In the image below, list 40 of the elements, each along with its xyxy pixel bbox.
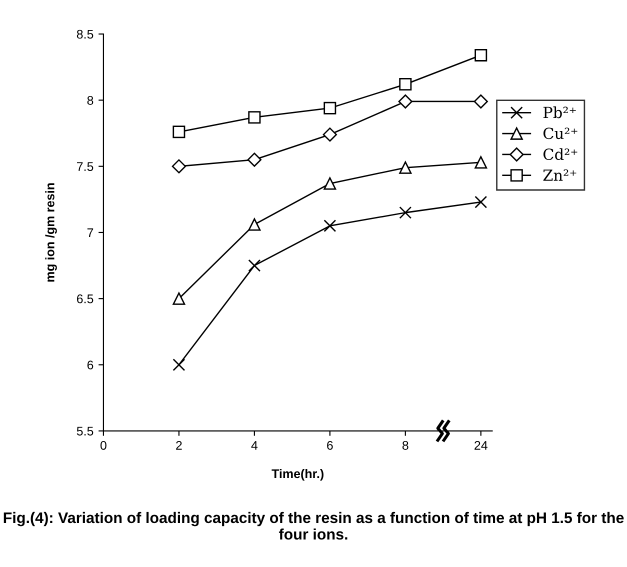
y-tick-label: 7.5 [77,162,94,171]
point [474,156,488,169]
legend-label: Cd²⁺ [543,148,578,160]
y-axis-title: mg ion /gm resin [45,183,57,282]
x-tick-label: 4 [251,441,258,450]
point [399,78,412,91]
point [324,220,336,232]
y-tick-label: 8.5 [76,30,94,39]
point [248,259,261,272]
point [399,161,412,174]
point [172,126,186,138]
y-tick-label: 5.5 [76,426,94,436]
point [322,127,337,142]
point [247,152,262,167]
point [172,159,186,174]
y-tick-label: 7 [87,228,94,237]
x-tick-label: 24 [474,440,488,450]
y-tick-label: 6.5 [76,294,94,304]
point [172,358,186,372]
y-tick-label: 6 [87,360,94,370]
point [399,206,412,219]
point [172,292,186,305]
point [474,48,488,62]
point [474,196,488,208]
y-tick-label: 8 [87,96,94,105]
point [248,111,261,124]
x-tick-label: 2 [176,440,182,450]
point [248,218,261,231]
point [324,102,336,114]
point [324,177,336,190]
x-tick-label: 0 [100,440,106,450]
x-tick-label: 6 [327,440,333,450]
x-tick-label: 8 [402,440,408,450]
legend-label: Zn²⁺ [543,169,576,181]
x-axis-title: Time(hr.) [272,468,324,481]
text: Fig.(4): Variation of loading capacity of the resin as a function of time at pH 1.5 for the four ions. [4,512,624,540]
point [398,94,412,109]
legend-label: Pb²⁺ [543,106,576,118]
legend-label: Cu²⁺ [543,128,578,140]
point [474,94,488,109]
